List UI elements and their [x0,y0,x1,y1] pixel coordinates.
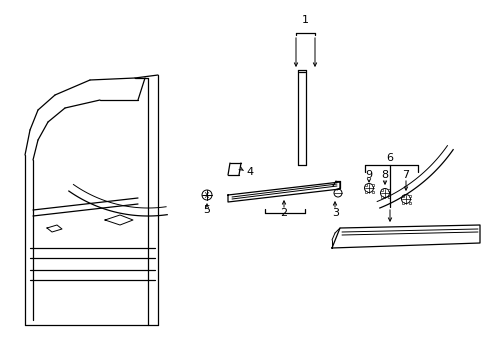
Bar [407,194,409,197]
Bar [386,195,389,198]
Bar [401,202,403,203]
Bar [371,184,373,185]
Bar [364,184,366,185]
Text: 7: 7 [402,170,409,180]
Text: 8: 8 [381,170,388,180]
Bar [386,189,389,190]
Text: 4: 4 [245,167,253,177]
Bar [364,190,366,193]
Text: 3: 3 [332,208,339,218]
Text: 9: 9 [365,170,372,180]
Text: 2: 2 [280,208,287,218]
Bar [380,189,382,190]
Text: 1: 1 [301,15,308,25]
Bar [407,202,409,203]
Bar [371,190,373,193]
Bar [380,195,382,198]
Text: 5: 5 [203,205,210,215]
Bar [401,194,403,197]
Text: 6: 6 [386,153,393,163]
